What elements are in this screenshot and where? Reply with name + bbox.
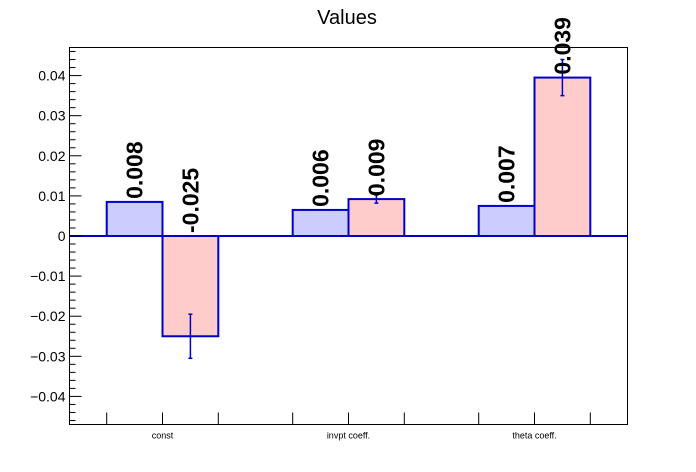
bar-s1-c1: [347, 198, 406, 237]
data-label-s0-c1: 0.006: [308, 149, 334, 207]
data-label-s1-c0: -0.025: [177, 168, 203, 233]
y-tick-label: −0.04: [30, 388, 66, 404]
x-category-label: invpt coeff.: [327, 431, 370, 441]
x-category-label: const: [152, 431, 174, 441]
bar-s0-c1: [291, 208, 350, 237]
data-label-s0-c0: 0.008: [122, 141, 148, 199]
y-tick-label: 0.03: [38, 108, 65, 124]
data-label-s0-c2: 0.007: [494, 145, 520, 203]
y-tick-label: 0.04: [38, 68, 65, 84]
y-tick-label: −0.02: [30, 308, 66, 324]
x-category-label: theta coeff.: [512, 431, 556, 441]
y-tick-label: 0.02: [38, 148, 65, 164]
bars-group: [69, 58, 628, 360]
y-tick-label: 0: [58, 228, 66, 244]
data-label-s1-c2: 0.039: [549, 17, 575, 75]
y-tick-label: 0.01: [38, 188, 65, 204]
x-axis: const invpt coeff. theta coeff.: [106, 412, 591, 441]
bar-s1-c2: [533, 76, 592, 237]
y-tick-label: −0.01: [30, 268, 66, 284]
data-labels: 0.008 0.006 0.007 -0.025 0.009 0.039: [122, 17, 576, 233]
data-label-s1-c1: 0.009: [363, 139, 389, 197]
chart-title: Values: [317, 7, 377, 29]
y-tick-label: −0.03: [30, 348, 66, 364]
bar-s0-c0: [105, 200, 164, 238]
y-axis: −0.04 −0.03 −0.02 −0.01 0 0.01 0.02 0.03 0.04: [30, 51, 82, 421]
bar-s0-c2: [477, 204, 536, 237]
